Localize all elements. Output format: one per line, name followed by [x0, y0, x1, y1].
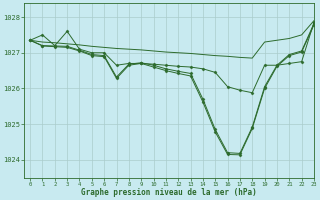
X-axis label: Graphe pression niveau de la mer (hPa): Graphe pression niveau de la mer (hPa) [81, 188, 257, 197]
